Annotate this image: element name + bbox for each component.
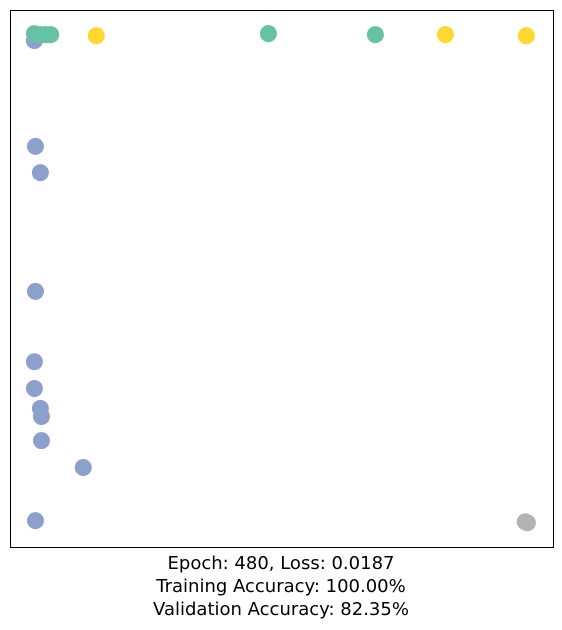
point: [518, 514, 536, 532]
point: [32, 432, 50, 450]
caption-line: Epoch: 480, Loss: 0.0187: [168, 553, 395, 574]
point: [42, 26, 60, 44]
point: [26, 512, 44, 530]
caption-line: Validation Accuracy: 82.35%: [153, 599, 409, 620]
point: [32, 407, 50, 425]
point: [25, 380, 43, 398]
point: [26, 282, 44, 300]
plot-frame: [10, 10, 554, 548]
point: [366, 26, 384, 44]
point: [25, 353, 43, 371]
point: [74, 458, 92, 476]
point: [87, 27, 105, 45]
point: [31, 164, 49, 182]
point: [26, 137, 44, 155]
point: [259, 25, 277, 43]
point: [517, 27, 535, 45]
caption-line: Training Accuracy: 100.00%: [155, 576, 406, 597]
point: [436, 26, 454, 44]
